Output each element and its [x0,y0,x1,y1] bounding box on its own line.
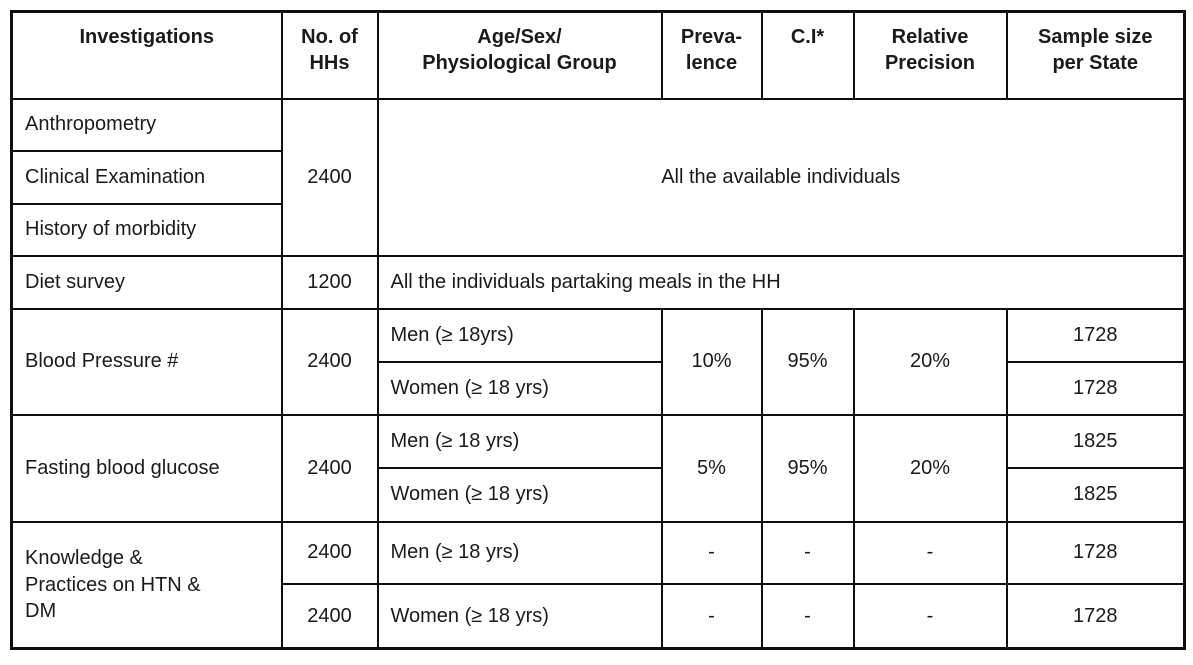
row-clinical-examination: Clinical Examination [10,149,1185,205]
cell-hhs-fasting-glucose: 2400 [280,413,379,523]
survey-design-table: Investigations No. of HHs Age/Sex/ Physi… [10,10,1186,650]
cell-hhs-blood-pressure: 2400 [280,307,379,416]
col-header-age-sex-group: Age/Sex/ Physiological Group [376,10,663,100]
cell-group-kp-men: Men (≥ 18 yrs) [376,520,663,585]
cell-group-kp-women: Women (≥ 18 yrs) [376,582,663,650]
cell-investigation-history-of-morbidity: History of morbidity [10,202,283,257]
cell-hhs-general: 2400 [280,97,379,257]
col-header-no-of-hhs: No. of HHs [280,10,379,100]
cell-investigation-clinical-examination: Clinical Examination [10,149,283,205]
cell-relative-precision-kp-men: - [852,520,1008,585]
cell-prevalence-bp: 10% [660,307,763,416]
row-blood-pressure-men: Blood Pressure # 2400 Men (≥ 18yrs) 10% … [10,307,1186,416]
row-fasting-glucose-men: Fasting blood glucose 2400 Men (≥ 18 yrs… [10,413,1186,523]
cell-ci-kp-men: - [760,520,855,585]
cell-hhs-kp-women: 2400 [280,582,379,650]
cell-prevalence-kp-women: - [660,582,763,650]
cell-group-bp-men: Men (≥ 18yrs) [376,307,663,363]
cell-prevalence-fbg: 5% [660,413,763,523]
cell-note-diet: All the individuals partaking meals in t… [376,254,1186,310]
cell-note-all-available: All the available individuals [376,97,1186,257]
cell-investigation-diet-survey: Diet survey [10,254,283,310]
cell-sample-fbg-women: 1825 [1005,466,1186,523]
row-anthropometry: Anthropometry 2400 All the available ind… [10,97,1186,257]
cell-group-fbg-women: Women (≥ 18 yrs) [376,466,663,523]
col-header-relative-precision: Relative Precision [852,10,1008,100]
cell-hhs-kp-men: 2400 [280,520,379,585]
cell-investigation-anthropometry: Anthropometry [10,97,283,152]
row-history-of-morbidity: History of morbidity [10,202,1185,257]
row-diet-survey: Diet survey 1200 All the individuals par… [10,254,1186,310]
cell-ci-bp: 95% [760,307,855,416]
cell-group-bp-women: Women (≥ 18 yrs) [376,360,663,416]
cell-ci-kp-women: - [760,582,855,650]
cell-sample-bp-men: 1728 [1005,307,1186,363]
col-header-investigations: Investigations [10,10,283,100]
cell-sample-kp-men: 1728 [1005,520,1186,585]
cell-sample-bp-women: 1728 [1005,360,1186,416]
cell-investigation-fasting-glucose: Fasting blood glucose [10,413,283,523]
row-knowledge-practices-women: 2400 Women (≥ 18 yrs) - - - 1728 [12,582,1186,650]
cell-relative-precision-fbg: 20% [852,413,1008,523]
cell-investigation-knowledge-practices: Knowledge & Practices on HTN & DM [10,520,283,650]
row-fasting-glucose-women: Women (≥ 18 yrs) 1825 [12,466,1186,523]
row-blood-pressure-women: Women (≥ 18 yrs) 1728 [12,360,1186,416]
row-knowledge-practices-men: Knowledge & Practices on HTN & DM 2400 M… [10,520,1186,650]
col-header-sample-size: Sample size per State [1005,10,1186,100]
cell-sample-kp-women: 1728 [1005,582,1186,650]
col-header-prevalence: Preva- lence [660,10,763,100]
cell-investigation-blood-pressure: Blood Pressure # [10,307,283,416]
col-header-ci: C.I* [760,10,855,100]
header-row: Investigations No. of HHs Age/Sex/ Physi… [10,10,1186,100]
cell-relative-precision-kp-women: - [852,582,1008,650]
cell-relative-precision-bp: 20% [852,307,1008,416]
cell-hhs-diet: 1200 [280,254,379,310]
cell-group-fbg-men: Men (≥ 18 yrs) [376,413,663,469]
cell-ci-fbg: 95% [760,413,855,523]
cell-sample-fbg-men: 1825 [1005,413,1186,469]
cell-prevalence-kp-men: - [660,520,763,585]
